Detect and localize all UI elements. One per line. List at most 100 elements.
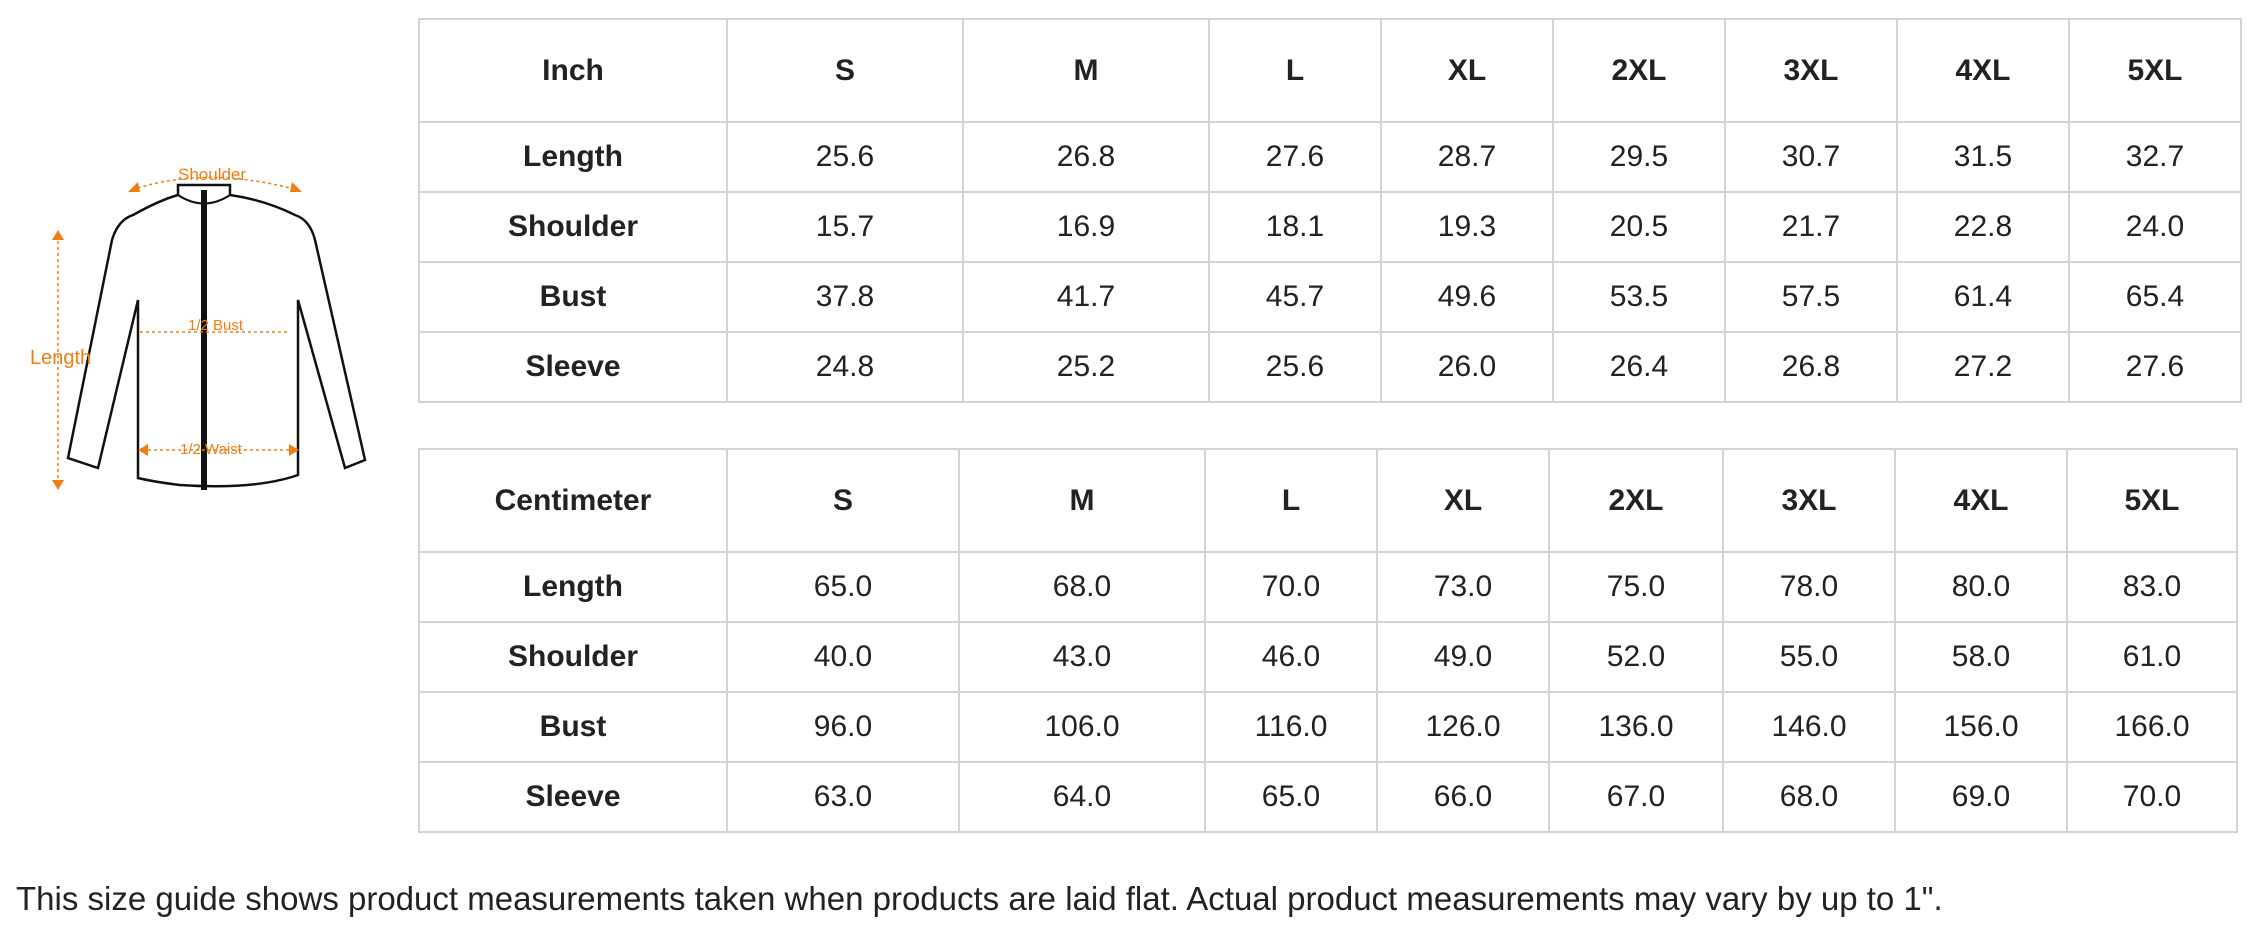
table-cell: 73.0: [1376, 551, 1550, 623]
table-cell: 24.8: [726, 331, 964, 403]
table-cell: 63.0: [726, 761, 960, 833]
header-cell: Centimeter: [418, 448, 728, 553]
table-row: Length 25.6 26.8 27.6 28.7 29.5 30.7 31.…: [418, 121, 2242, 193]
header-cell: S: [726, 18, 964, 123]
table-cell: 61.0: [2066, 621, 2238, 693]
table-cell: 66.0: [1376, 761, 1550, 833]
row-label: Sleeve: [418, 331, 728, 403]
table-cell: 67.0: [1548, 761, 1724, 833]
table-cell: 126.0: [1376, 691, 1550, 763]
centimeter-header-row: Centimeter S M L XL 2XL 3XL 4XL 5XL: [418, 448, 2238, 553]
shoulder-label: Shoulder: [178, 165, 246, 184]
table-cell: 166.0: [2066, 691, 2238, 763]
table-cell: 31.5: [1896, 121, 2070, 193]
table-cell: 27.2: [1896, 331, 2070, 403]
table-cell: 156.0: [1894, 691, 2068, 763]
table-row: Bust 37.8 41.7 45.7 49.6 53.5 57.5 61.4 …: [418, 261, 2242, 333]
shoulder-measure-line: [131, 176, 299, 191]
header-cell: 5XL: [2068, 18, 2242, 123]
table-cell: 68.0: [958, 551, 1206, 623]
table-cell: 46.0: [1204, 621, 1378, 693]
jacket-outline: [66, 183, 367, 488]
table-cell: 41.7: [962, 261, 1210, 333]
table-cell: 21.7: [1724, 191, 1898, 263]
header-cell: 5XL: [2066, 448, 2238, 553]
inch-size-table: Inch S M L XL 2XL 3XL 4XL 5XL Length 25.…: [418, 18, 2242, 403]
bust-label: 1/2 Bust: [188, 317, 244, 334]
header-cell: 4XL: [1894, 448, 2068, 553]
table-cell: 70.0: [1204, 551, 1378, 623]
table-cell: 65.0: [726, 551, 960, 623]
table-cell: 29.5: [1552, 121, 1726, 193]
table-cell: 26.4: [1552, 331, 1726, 403]
table-cell: 18.1: [1208, 191, 1382, 263]
header-cell: 2XL: [1552, 18, 1726, 123]
row-label: Shoulder: [418, 191, 728, 263]
table-cell: 70.0: [2066, 761, 2238, 833]
header-cell: M: [962, 18, 1210, 123]
row-label: Length: [418, 551, 728, 623]
table-cell: 25.6: [726, 121, 964, 193]
table-cell: 30.7: [1724, 121, 1898, 193]
table-cell: 24.0: [2068, 191, 2242, 263]
length-arrow-top: [52, 230, 64, 240]
header-cell: 2XL: [1548, 448, 1724, 553]
table-cell: 28.7: [1380, 121, 1554, 193]
table-row: Shoulder 40.0 43.0 46.0 49.0 52.0 55.0 5…: [418, 621, 2238, 693]
table-cell: 49.6: [1380, 261, 1554, 333]
table-row: Length 65.0 68.0 70.0 73.0 75.0 78.0 80.…: [418, 551, 2238, 623]
table-cell: 22.8: [1896, 191, 2070, 263]
table-row: Bust 96.0 106.0 116.0 126.0 136.0 146.0 …: [418, 691, 2238, 763]
table-cell: 61.4: [1896, 261, 2070, 333]
table-cell: 32.7: [2068, 121, 2242, 193]
table-cell: 106.0: [958, 691, 1206, 763]
table-cell: 96.0: [726, 691, 960, 763]
length-arrow-bottom: [52, 480, 64, 490]
table-cell: 26.8: [1724, 331, 1898, 403]
table-cell: 136.0: [1548, 691, 1724, 763]
table-cell: 15.7: [726, 191, 964, 263]
table-cell: 25.6: [1208, 331, 1382, 403]
table-cell: 65.0: [1204, 761, 1378, 833]
row-label: Sleeve: [418, 761, 728, 833]
table-cell: 19.3: [1380, 191, 1554, 263]
table-cell: 49.0: [1376, 621, 1550, 693]
table-cell: 27.6: [1208, 121, 1382, 193]
header-cell: XL: [1380, 18, 1554, 123]
table-cell: 20.5: [1552, 191, 1726, 263]
waist-label: 1/2 Waist: [180, 441, 243, 458]
table-cell: 68.0: [1722, 761, 1896, 833]
table-cell: 78.0: [1722, 551, 1896, 623]
row-label: Shoulder: [418, 621, 728, 693]
table-row: Shoulder 15.7 16.9 18.1 19.3 20.5 21.7 2…: [418, 191, 2242, 263]
header-cell: 3XL: [1724, 18, 1898, 123]
table-cell: 45.7: [1208, 261, 1382, 333]
row-label: Bust: [418, 691, 728, 763]
table-row: Sleeve 24.8 25.2 25.6 26.0 26.4 26.8 27.…: [418, 331, 2242, 403]
table-cell: 55.0: [1722, 621, 1896, 693]
header-cell: 4XL: [1896, 18, 2070, 123]
table-cell: 83.0: [2066, 551, 2238, 623]
table-cell: 116.0: [1204, 691, 1378, 763]
header-cell: L: [1204, 448, 1378, 553]
table-cell: 43.0: [958, 621, 1206, 693]
table-cell: 26.8: [962, 121, 1210, 193]
table-cell: 58.0: [1894, 621, 2068, 693]
table-cell: 52.0: [1548, 621, 1724, 693]
table-cell: 146.0: [1722, 691, 1896, 763]
table-cell: 64.0: [958, 761, 1206, 833]
row-label: Length: [418, 121, 728, 193]
table-cell: 80.0: [1894, 551, 2068, 623]
centimeter-size-table: Centimeter S M L XL 2XL 3XL 4XL 5XL Leng…: [418, 448, 2238, 833]
shoulder-arrow-right: [290, 182, 302, 192]
waist-arrow-left: [138, 444, 148, 456]
header-cell: S: [726, 448, 960, 553]
jacket-illustration: Shoulder 1/2 Bust 1/2 Waist Length: [30, 165, 367, 490]
header-cell: XL: [1376, 448, 1550, 553]
table-cell: 37.8: [726, 261, 964, 333]
header-cell: Inch: [418, 18, 728, 123]
table-cell: 75.0: [1548, 551, 1724, 623]
inch-header-row: Inch S M L XL 2XL 3XL 4XL 5XL: [418, 18, 2242, 123]
waist-arrow-right: [289, 444, 299, 456]
table-cell: 57.5: [1724, 261, 1898, 333]
